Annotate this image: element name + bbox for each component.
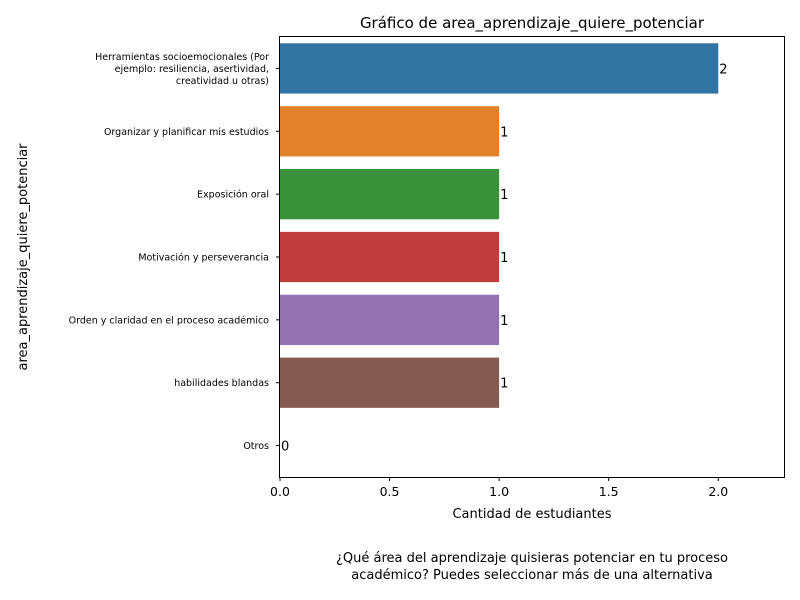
y-axis: Herramientas socioemocionales (Por ejempl…: [69, 52, 280, 452]
bar-value-label: 1: [500, 188, 508, 203]
bar-value-label: 1: [500, 251, 508, 266]
bar-value-label: 2: [719, 62, 727, 77]
x-tick-label: 2.0: [708, 484, 728, 499]
x-tick-label: 0.5: [380, 484, 400, 499]
bar: [280, 294, 500, 345]
y-tick-label: Exposición oral: [197, 190, 269, 201]
x-tick-label: 0.0: [270, 484, 290, 499]
bar: [280, 106, 500, 157]
y-tick-label: Organizar y planificar mis estudios: [104, 127, 269, 138]
caption-line-2: académico? Puedes seleccionar más de una…: [351, 568, 713, 583]
y-tick-label: Orden y claridad en el proceso académico: [69, 315, 270, 326]
y-tick-label: Herramientas socioemocionales (Por ejempl…: [95, 52, 269, 87]
x-tick-label: 1.0: [489, 484, 509, 499]
y-tick-label: Otros: [243, 441, 269, 452]
bar: [280, 357, 500, 408]
bars: [280, 43, 719, 408]
bar-value-label: 1: [500, 125, 508, 140]
bar-value-label: 0: [281, 440, 289, 455]
caption-line-1: ¿Qué área del aprendizaje quisieras pote…: [336, 551, 728, 566]
bar: [280, 43, 719, 94]
bar-value-label: 1: [500, 314, 508, 329]
x-axis-label: Cantidad de estudiantes: [452, 507, 611, 522]
chart-title: Gráfico de area_aprendizaje_quiere_poten…: [360, 14, 705, 33]
y-tick-label: Motivación y perseverancia: [138, 253, 269, 264]
bar: [280, 169, 500, 220]
bar: [280, 231, 500, 283]
x-axis: 0.0 0.5 1.0 1.5 2.0: [270, 477, 728, 499]
y-tick-label: habilidades blandas: [174, 378, 269, 389]
x-tick-label: 1.5: [599, 484, 619, 499]
y-axis-label: area_aprendizaje_quiere_potenciar: [16, 143, 31, 371]
bar-value-label: 1: [500, 377, 508, 392]
value-labels: 2 1 1 1 1 1 0: [281, 62, 728, 454]
